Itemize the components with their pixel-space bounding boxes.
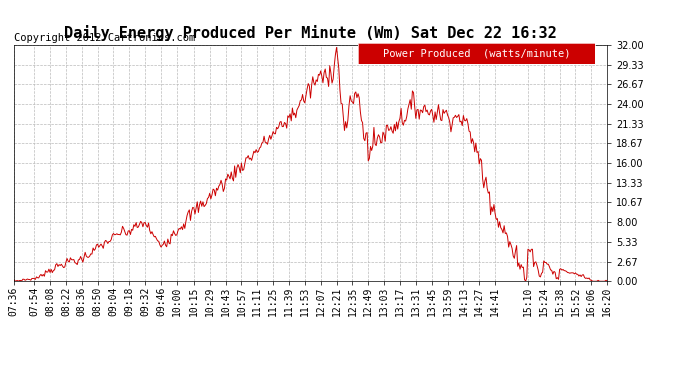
Text: Copyright 2012 Cartronics.com: Copyright 2012 Cartronics.com	[14, 33, 196, 43]
Title: Daily Energy Produced Per Minute (Wm) Sat Dec 22 16:32: Daily Energy Produced Per Minute (Wm) Sa…	[64, 26, 557, 42]
